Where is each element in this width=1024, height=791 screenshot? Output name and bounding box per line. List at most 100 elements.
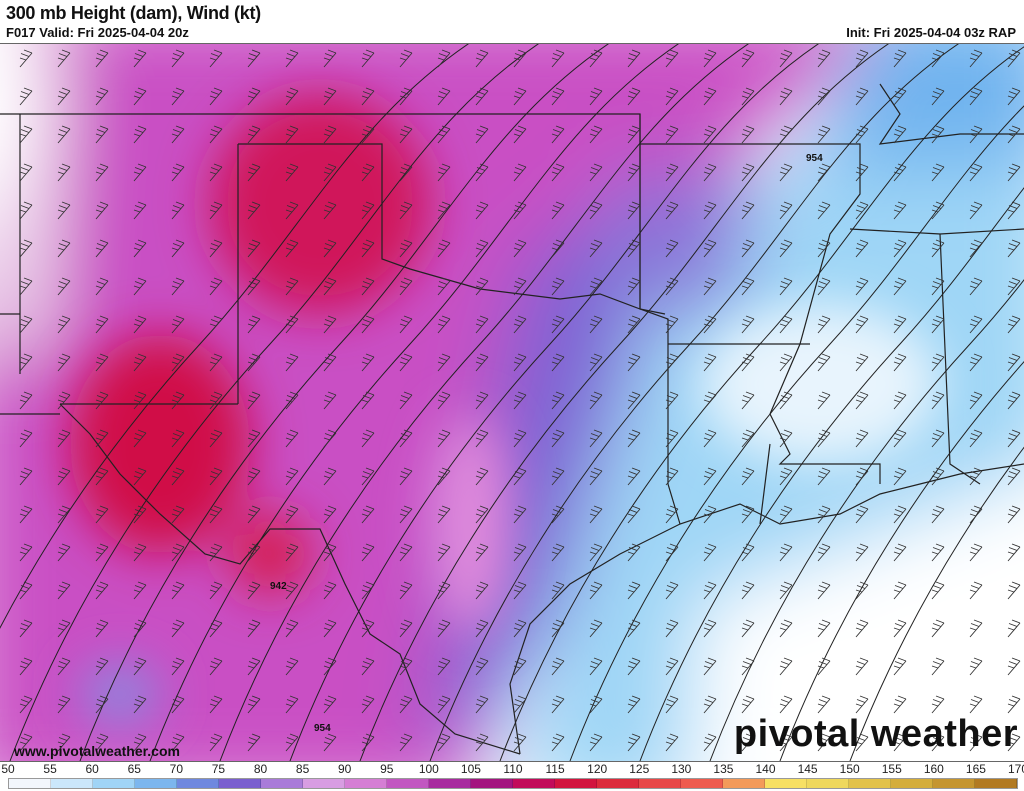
- wind-barb: [323, 695, 337, 714]
- wind-barb: [893, 125, 907, 144]
- height-contour: [709, 279, 1024, 761]
- wind-barb: [171, 201, 185, 220]
- wind-barb: [171, 125, 185, 144]
- wind-barb: [19, 429, 33, 448]
- wind-barb: [437, 467, 451, 486]
- wind-barb: [779, 125, 793, 144]
- wind-barb: [513, 505, 527, 524]
- wind-barb: [19, 695, 33, 714]
- wind-barb: [969, 657, 983, 676]
- wind-barb: [475, 277, 489, 296]
- wind-barb: [323, 315, 337, 334]
- wind-barb: [57, 87, 71, 106]
- wind-barb: [931, 467, 945, 486]
- wind-barb: [361, 239, 375, 258]
- wind-barb: [779, 353, 793, 372]
- wind-barb: [361, 201, 375, 220]
- wind-barb: [19, 277, 33, 296]
- wind-barb: [209, 695, 223, 714]
- wind-barb: [589, 125, 603, 144]
- wind-barb: [513, 581, 527, 600]
- colorbar-bin: [219, 779, 261, 788]
- wind-barb: [855, 733, 869, 752]
- wind-barb: [741, 125, 755, 144]
- wind-barb: [779, 467, 793, 486]
- wind-barb: [475, 657, 489, 676]
- colorbar-bin: [849, 779, 891, 788]
- colorbar-bin: [261, 779, 303, 788]
- wind-barb: [665, 695, 679, 714]
- wind-barb: [171, 277, 185, 296]
- wind-barb: [969, 87, 983, 106]
- wind-barb: [779, 87, 793, 106]
- wind-barb: [969, 505, 983, 524]
- wind-barb: [1007, 277, 1021, 296]
- wind-barb: [931, 429, 945, 448]
- wind-barb: [57, 125, 71, 144]
- colorbar-label: 135: [713, 762, 734, 776]
- wind-barb: [703, 163, 717, 182]
- wind-barb: [513, 163, 527, 182]
- wind-barb: [171, 733, 185, 752]
- wind-barb: [323, 391, 337, 410]
- colorbar-bin: [387, 779, 429, 788]
- colorbar-label: 110: [503, 762, 523, 776]
- valid-time: F017 Valid: Fri 2025-04-04 20z: [6, 25, 189, 40]
- wind-barb: [627, 315, 641, 334]
- wind-barb: [969, 125, 983, 144]
- wind-barb: [627, 201, 641, 220]
- wind-barb: [817, 619, 831, 638]
- wind-barb: [627, 87, 641, 106]
- colorbar-label: 80: [253, 762, 268, 776]
- chart-title: 300 mb Height (dam), Wind (kt): [6, 3, 261, 23]
- wind-barb: [931, 695, 945, 714]
- wind-barb: [437, 543, 451, 562]
- wind-barb: [855, 277, 869, 296]
- wind-barb: [475, 695, 489, 714]
- website-url[interactable]: www.pivotalweather.com: [14, 743, 180, 759]
- wind-barb: [1007, 163, 1021, 182]
- wind-barb: [475, 505, 489, 524]
- wind-barb: [247, 391, 261, 410]
- wind-barb: [209, 239, 223, 258]
- state-borders: [0, 83, 1024, 755]
- wind-barb: [171, 163, 185, 182]
- wind-barb: [19, 543, 33, 562]
- wind-barb: [475, 163, 489, 182]
- wind-barb: [589, 315, 603, 334]
- wind-barb: [627, 239, 641, 258]
- wind-barb: [361, 581, 375, 600]
- wind-barb: [475, 87, 489, 106]
- wind-barb: [475, 125, 489, 144]
- wind-barb: [57, 163, 71, 182]
- wind-barb: [19, 239, 33, 258]
- colorbar-bin: [177, 779, 219, 788]
- colorbar-bin: [975, 779, 1017, 788]
- wind-barb: [741, 315, 755, 334]
- wind-barb: [247, 49, 261, 68]
- wind-barb: [779, 49, 793, 68]
- wind-barb: [285, 125, 299, 144]
- wind-barb: [513, 619, 527, 638]
- wind-barb: [893, 581, 907, 600]
- colorbar-bin: [429, 779, 471, 788]
- wind-barb: [323, 49, 337, 68]
- wind-barb: [133, 239, 147, 258]
- wind-barb: [741, 201, 755, 220]
- colorbar-bin: [597, 779, 639, 788]
- wind-barb: [475, 543, 489, 562]
- wind-barb: [247, 733, 261, 752]
- colorbar-bin: [555, 779, 597, 788]
- wind-barb: [589, 543, 603, 562]
- wind-barb: [703, 581, 717, 600]
- wind-barb: [399, 277, 413, 296]
- colorbar-label: 85: [295, 762, 310, 776]
- wind-barb: [817, 239, 831, 258]
- wind-barb: [513, 49, 527, 68]
- wind-barb: [323, 201, 337, 220]
- wind-barb: [437, 505, 451, 524]
- colorbar-label: 155: [881, 762, 902, 776]
- wind-barb: [475, 581, 489, 600]
- weather-map[interactable]: 942 954 954: [0, 43, 1024, 762]
- wind-barb: [399, 201, 413, 220]
